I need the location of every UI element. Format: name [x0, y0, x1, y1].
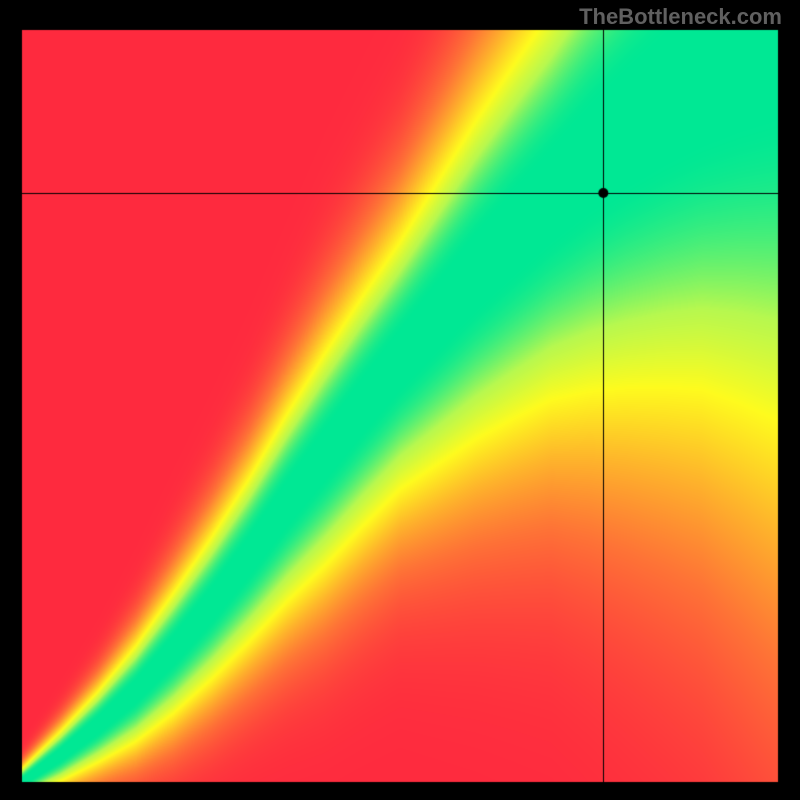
- watermark-text: TheBottleneck.com: [579, 4, 782, 30]
- chart-container: TheBottleneck.com: [0, 0, 800, 800]
- bottleneck-heatmap: [0, 0, 800, 800]
